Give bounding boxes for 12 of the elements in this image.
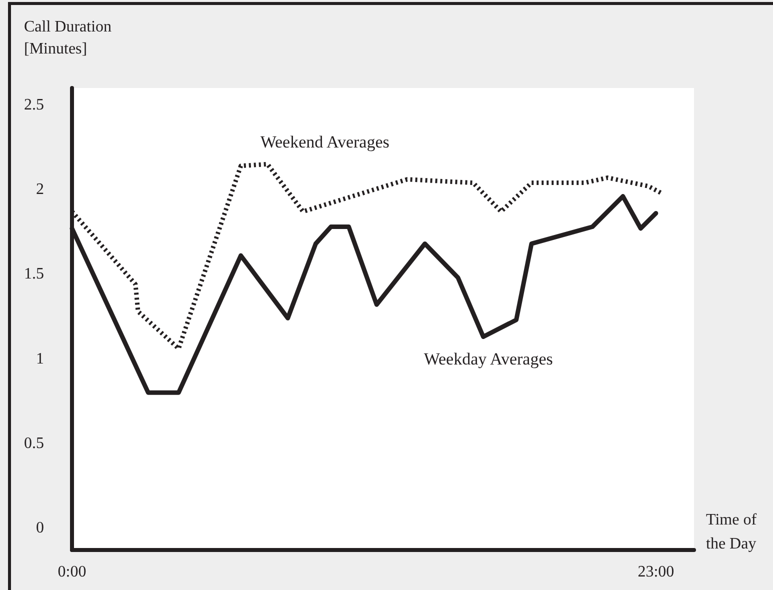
y-axis-title: Call Duration [Minutes] — [24, 18, 112, 58]
y-tick-label: 2.5 — [24, 96, 44, 114]
y-tick-label: 0 — [36, 520, 44, 536]
x-tick-label: 23:00 — [638, 564, 674, 580]
y-tick-label: 1.5 — [24, 266, 44, 283]
x-axis-title: Time of the Day — [706, 512, 758, 552]
series-label: Weekend Averages — [260, 132, 390, 152]
y-tick-label: 1 — [36, 350, 44, 368]
y-tick-label: 0.5 — [24, 434, 44, 452]
series-label: Weekday Averages — [424, 349, 553, 368]
x-tick-label: 0:00 — [58, 564, 86, 580]
y-tick-label: 2 — [36, 181, 44, 198]
